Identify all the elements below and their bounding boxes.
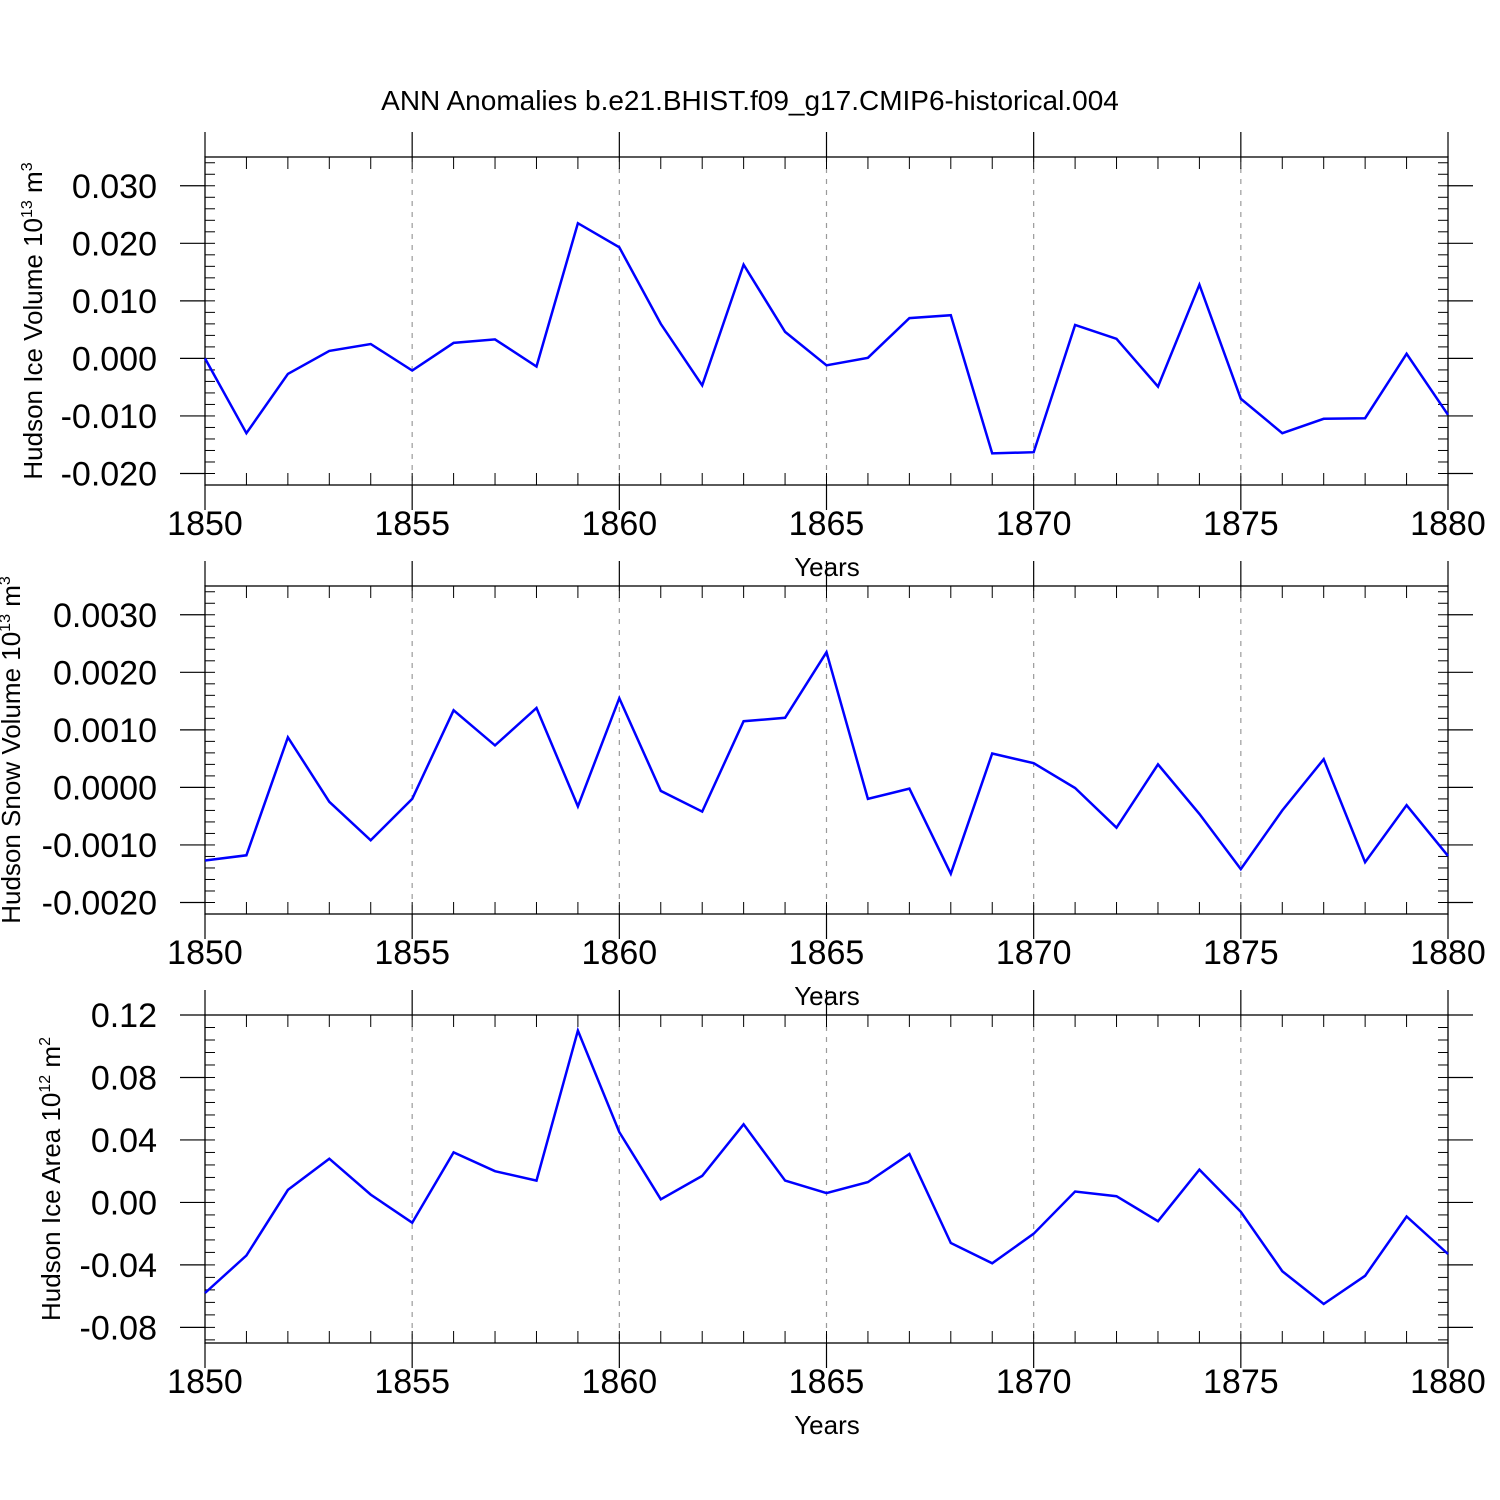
xlabel-ice-area: Years — [794, 1410, 860, 1440]
x-tick-label: 1855 — [374, 505, 450, 543]
series-line-snow-volume — [204, 649, 1449, 877]
panel-snow-volume: 1850 1855 1860 1865 1870 1875 1880 0.0030 0.0020… — [0, 561, 1486, 1011]
x-tick-label: 1875 — [1203, 934, 1279, 972]
x-tick-label: 1850 — [167, 505, 243, 543]
x-tick-label: 1875 — [1203, 1363, 1279, 1401]
y-tick-label: 0.04 — [91, 1122, 157, 1160]
y-tick-label: -0.020 — [61, 455, 157, 493]
figure-title: ANN Anomalies b.e21.BHIST.f09_g17.CMIP6-… — [381, 85, 1119, 116]
x-tick-label: 1880 — [1410, 1363, 1486, 1401]
y-tick-label: -0.04 — [80, 1247, 158, 1285]
x-tick-label: 1880 — [1410, 934, 1486, 972]
plot-frame — [204, 156, 1449, 486]
y-tick-label: 0.010 — [72, 283, 157, 321]
panel-ice-volume: 1850 1855 1860 1865 1870 1875 1880 0.030 0.020 0.… — [18, 132, 1486, 582]
panel-ice-area: 1850 1855 1860 1865 1870 1875 1880 0.12 0.08 0.04… — [36, 990, 1486, 1440]
y-tick-label: 0.0010 — [53, 712, 157, 750]
plot-frame — [204, 585, 1449, 915]
plot-frame — [204, 1014, 1449, 1344]
x-tick-label: 1865 — [789, 934, 865, 972]
x-tick-label: 1850 — [167, 1363, 243, 1401]
x-tick-label: 1865 — [789, 505, 865, 543]
y-tick-label: 0.08 — [91, 1059, 157, 1097]
ylabel-snow-volume: Hudson Snow Volume 1013 m3 — [0, 576, 26, 924]
y-tick-label: 0.030 — [72, 168, 157, 206]
ylabel-ice-volume: Hudson Ice Volume 1013 m3 — [18, 162, 48, 479]
y-tick-label: 0.0000 — [53, 769, 157, 807]
x-tick-label: 1870 — [996, 505, 1072, 543]
y-tick-label: -0.08 — [80, 1309, 158, 1347]
x-tick-label: 1860 — [582, 1363, 658, 1401]
x-tick-label: 1855 — [374, 1363, 450, 1401]
y-tick-label: 0.000 — [72, 340, 157, 378]
y-tick-label: 0.0030 — [53, 597, 157, 635]
x-tick-label: 1865 — [789, 1363, 865, 1401]
series-line-ice-volume — [203, 221, 1450, 455]
y-tick-label: 0.12 — [91, 997, 157, 1035]
x-tick-label: 1875 — [1203, 505, 1279, 543]
y-tick-label: 0.020 — [72, 225, 157, 263]
ylabel-ice-area: Hudson Ice Area 1012 m2 — [36, 1037, 66, 1321]
x-tick-label: 1860 — [582, 934, 658, 972]
x-tick-label: 1870 — [996, 1363, 1072, 1401]
y-tick-label: 0.00 — [91, 1184, 157, 1222]
series-line-ice-area — [204, 1026, 1449, 1306]
x-tick-label: 1870 — [996, 934, 1072, 972]
x-tick-label: 1850 — [167, 934, 243, 972]
x-tick-label: 1855 — [374, 934, 450, 972]
x-tick-label: 1880 — [1410, 505, 1486, 543]
y-tick-label: 0.0020 — [53, 654, 157, 692]
y-tick-label: -0.010 — [61, 398, 157, 436]
y-tick-label: -0.0020 — [42, 884, 157, 922]
y-tick-label: -0.0010 — [42, 827, 157, 865]
x-tick-label: 1860 — [582, 505, 658, 543]
